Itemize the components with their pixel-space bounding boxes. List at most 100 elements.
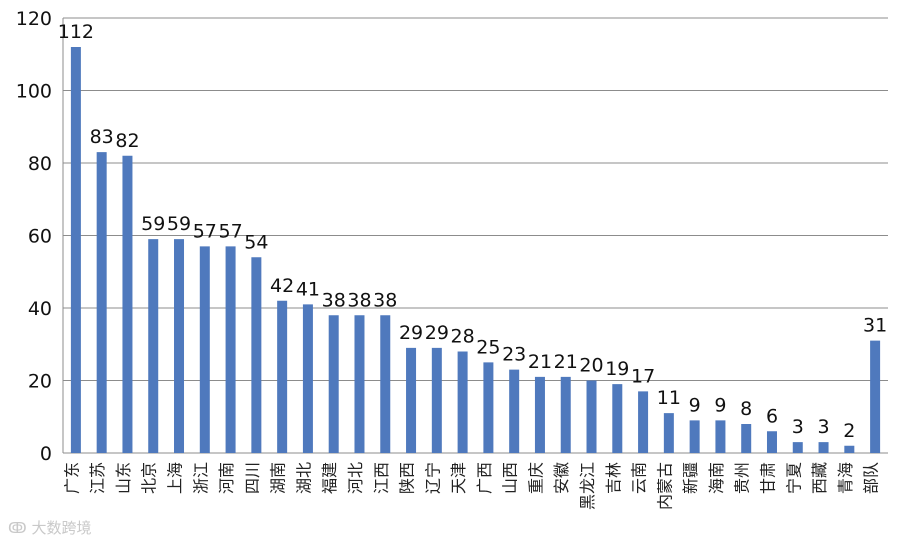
x-tick-label: 黑龙江	[578, 462, 597, 510]
data-label: 83	[90, 126, 114, 148]
data-label: 9	[714, 394, 726, 416]
bar	[483, 362, 494, 453]
data-label: 21	[528, 351, 552, 373]
data-label: 2	[843, 420, 855, 442]
bar	[302, 304, 313, 453]
x-tick-label: 河南	[217, 462, 236, 494]
x-tick-label: 湖南	[269, 462, 288, 494]
bar	[741, 424, 752, 453]
bar	[638, 391, 649, 453]
x-axis-labels: 广东 江苏 山东 北京 上海 浙江 河南 四川 湖南 湖北 福建 河北 江西 陕西 辽宁 天津 广西 山西 重庆 安徽…	[62, 462, 880, 510]
bar	[431, 347, 442, 453]
data-label: 38	[373, 289, 397, 311]
x-tick-label: 吉林	[604, 462, 623, 494]
bar	[251, 257, 262, 453]
bars	[70, 47, 881, 453]
bar	[509, 369, 520, 453]
bar	[766, 431, 777, 453]
y-tick-label: 20	[28, 371, 52, 393]
x-tick-label: 贵州	[733, 462, 752, 494]
bar	[406, 347, 417, 453]
bar	[199, 246, 210, 453]
bar	[534, 376, 545, 453]
data-label: 29	[425, 322, 449, 344]
y-tick-label: 120	[16, 8, 52, 30]
data-label: 8	[740, 398, 752, 420]
data-label: 57	[193, 220, 217, 242]
bar	[560, 376, 571, 453]
bar	[612, 384, 623, 453]
data-label: 17	[631, 365, 655, 387]
y-tick-label: 40	[28, 298, 52, 320]
data-label: 25	[476, 336, 500, 358]
x-tick-label: 山东	[114, 462, 133, 494]
x-tick-label: 湖北	[294, 462, 313, 494]
x-tick-label: 广西	[475, 462, 494, 494]
data-label: 38	[322, 289, 346, 311]
x-tick-label: 新疆	[681, 462, 700, 494]
bar	[70, 47, 81, 453]
y-tick-label: 0	[40, 443, 52, 465]
x-tick-label: 江苏	[88, 462, 107, 494]
x-tick-label: 浙江	[191, 462, 210, 494]
bar	[122, 155, 133, 453]
data-label: 11	[657, 387, 681, 409]
x-tick-label: 四川	[243, 462, 262, 494]
data-label: 54	[244, 231, 268, 253]
bar	[586, 380, 597, 453]
bar	[689, 420, 700, 453]
x-tick-label: 河北	[346, 462, 365, 494]
x-tick-label: 重庆	[526, 462, 545, 494]
x-tick-label: 安徽	[552, 462, 571, 494]
x-tick-label: 海南	[707, 462, 726, 494]
bar	[225, 246, 236, 453]
bar	[663, 413, 674, 453]
x-tick-label: 甘肃	[758, 462, 777, 494]
data-label: 9	[689, 394, 701, 416]
bar	[818, 442, 829, 453]
x-tick-label: 天津	[449, 462, 468, 494]
bar	[174, 239, 185, 453]
x-tick-label: 西藏	[810, 462, 829, 494]
bar	[844, 445, 855, 453]
data-label: 6	[766, 405, 778, 427]
data-label: 38	[347, 289, 371, 311]
data-label: 59	[141, 213, 165, 235]
data-label: 59	[167, 213, 191, 235]
data-label: 82	[115, 130, 139, 152]
x-tick-label: 山西	[501, 462, 520, 494]
watermark-text: 大数跨境	[31, 519, 92, 537]
data-label: 29	[399, 322, 423, 344]
bar	[96, 152, 107, 453]
bar	[870, 340, 881, 453]
data-label: 31	[863, 315, 887, 337]
data-label: 20	[579, 355, 603, 377]
bar	[148, 239, 159, 453]
x-tick-label: 青海	[836, 462, 855, 494]
x-tick-label: 福建	[320, 462, 339, 494]
x-tick-label: 内蒙古	[655, 462, 674, 510]
bar	[457, 351, 468, 453]
x-tick-label: 上海	[166, 462, 185, 494]
y-tick-label: 60	[28, 226, 52, 248]
x-tick-label: 宁夏	[784, 462, 803, 494]
data-label: 19	[605, 358, 629, 380]
data-label: 21	[554, 351, 578, 373]
bar	[380, 315, 391, 453]
x-tick-label: 云南	[630, 462, 649, 494]
data-label: 112	[58, 21, 94, 43]
data-label: 41	[296, 278, 320, 300]
data-label: 3	[818, 416, 830, 438]
bar	[328, 315, 339, 453]
bar	[715, 420, 726, 453]
x-tick-label: 北京	[140, 462, 159, 494]
brand-logo-icon: ↂ	[8, 519, 27, 537]
y-axis-ticks: 0 20 40 60 80 100 120	[16, 8, 52, 465]
y-tick-label: 80	[28, 153, 52, 175]
data-label: 28	[451, 326, 475, 348]
bar	[792, 442, 803, 453]
data-label: 23	[502, 344, 526, 366]
x-tick-label: 辽宁	[423, 462, 442, 494]
